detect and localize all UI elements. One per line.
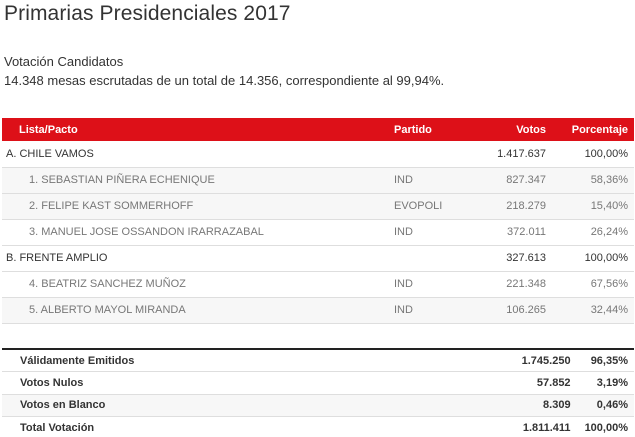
party-cell: EVOPOLI xyxy=(388,193,486,220)
party-cell: IND xyxy=(388,167,486,194)
candidate-name: 3. MANUEL JOSE OSSANDON IRARRAZABAL xyxy=(2,219,388,246)
totals-label: Total Votación xyxy=(20,422,95,434)
totals-row-total: Total Votación 1.811.411 100,00% xyxy=(2,417,634,437)
section-subtitle: Votación Candidatos xyxy=(4,54,124,69)
totals-votes: 57.852 xyxy=(515,371,579,395)
votes-cell: 327.613 xyxy=(486,245,554,272)
totals-percentage: 3,19% xyxy=(578,371,634,395)
votes-cell: 1.417.637 xyxy=(486,141,554,168)
totals-votes: 1.745.250 xyxy=(515,349,579,372)
totals-table: Válidamente Emitidos 1.745.250 96,35% Vo… xyxy=(2,348,634,437)
candidate-name: 2. FELIPE KAST SOMMERHOFF xyxy=(2,193,388,220)
candidate-name: 5. ALBERTO MAYOL MIRANDA xyxy=(2,297,388,324)
totals-percentage: 96,35% xyxy=(578,349,634,372)
votes-cell: 827.347 xyxy=(486,167,554,194)
totals-row-validos: Válidamente Emitidos 1.745.250 96,35% xyxy=(2,349,634,372)
pact-name: A. CHILE VAMOS xyxy=(2,141,388,168)
percentage-cell: 26,24% xyxy=(554,219,634,246)
column-header-votos: Votos xyxy=(516,123,546,136)
party-cell xyxy=(388,141,486,168)
percentage-cell: 100,00% xyxy=(554,245,634,272)
page-title: Primarias Presidenciales 2017 xyxy=(4,2,291,25)
count-summary: 14.348 mesas escrutadas de un total de 1… xyxy=(4,73,445,88)
candidate-row: 2. FELIPE KAST SOMMERHOFF EVOPOLI 218.27… xyxy=(2,193,634,220)
percentage-cell: 67,56% xyxy=(554,271,634,298)
totals-label: Votos Nulos xyxy=(2,371,516,395)
percentage-cell: 15,40% xyxy=(554,193,634,220)
pact-row-chile-vamos: A. CHILE VAMOS 1.417.637 100,00% xyxy=(2,141,634,168)
totals-label: Válidamente Emitidos xyxy=(2,349,516,372)
totals-votes: 8.309 xyxy=(515,394,579,417)
totals-label: Votos en Blanco xyxy=(2,394,516,417)
candidate-row: 4. BEATRIZ SANCHEZ MUÑOZ IND 221.348 67,… xyxy=(2,271,634,298)
table-header-row: Lista/Pacto Partido Votos Porcentaje xyxy=(2,118,634,141)
party-cell: IND xyxy=(388,219,486,246)
party-cell: IND xyxy=(388,297,486,324)
votes-cell: 218.279 xyxy=(486,193,554,220)
party-cell xyxy=(388,245,486,272)
results-table: Lista/Pacto Partido Votos Porcentaje A. … xyxy=(2,118,634,324)
party-cell: IND xyxy=(388,271,486,298)
totals-row-nulos: Votos Nulos 57.852 3,19% xyxy=(2,371,634,395)
candidate-row: 3. MANUEL JOSE OSSANDON IRARRAZABAL IND … xyxy=(2,219,634,246)
candidate-name: 4. BEATRIZ SANCHEZ MUÑOZ xyxy=(2,271,388,298)
totals-votes: 1.811.411 xyxy=(522,422,571,434)
pact-row-frente-amplio: B. FRENTE AMPLIO 327.613 100,00% xyxy=(2,245,634,272)
votes-cell: 372.011 xyxy=(486,219,554,246)
totals-percentage: 0,46% xyxy=(578,394,634,417)
column-header-partido: Partido xyxy=(394,123,432,136)
percentage-cell: 32,44% xyxy=(554,297,634,324)
votes-cell: 221.348 xyxy=(486,271,554,298)
candidate-name: 1. SEBASTIAN PIÑERA ECHENIQUE xyxy=(2,167,388,194)
column-header-lista-pacto: Lista/Pacto xyxy=(19,123,78,136)
candidate-row: 1. SEBASTIAN PIÑERA ECHENIQUE IND 827.34… xyxy=(2,167,634,194)
percentage-cell: 100,00% xyxy=(554,141,634,168)
percentage-cell: 58,36% xyxy=(554,167,634,194)
candidate-row: 5. ALBERTO MAYOL MIRANDA IND 106.265 32,… xyxy=(2,297,634,324)
pact-name: B. FRENTE AMPLIO xyxy=(2,245,388,272)
totals-row-blanco: Votos en Blanco 8.309 0,46% xyxy=(2,394,634,417)
votes-cell: 106.265 xyxy=(486,297,554,324)
column-header-porcentaje: Porcentaje xyxy=(571,123,628,136)
totals-percentage: 100,00% xyxy=(584,422,628,434)
